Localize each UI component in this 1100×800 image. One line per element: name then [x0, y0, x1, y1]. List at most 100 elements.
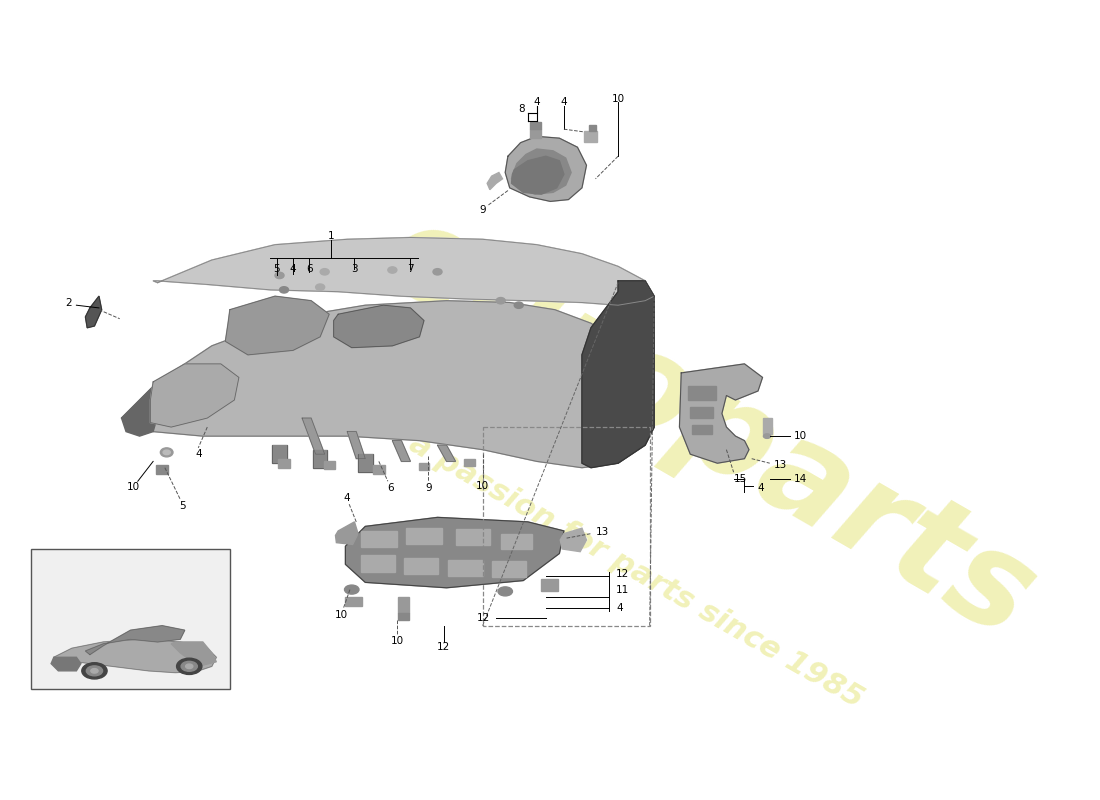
Bar [156, 465, 168, 474]
Ellipse shape [91, 669, 98, 673]
Text: 5: 5 [274, 264, 280, 274]
Bar [500, 534, 532, 549]
Text: 12: 12 [476, 614, 490, 623]
Text: 3: 3 [351, 264, 358, 274]
Text: 1: 1 [328, 230, 334, 241]
Text: 4: 4 [289, 264, 296, 274]
Bar [31, 549, 230, 689]
Ellipse shape [186, 664, 192, 669]
Bar [584, 131, 597, 142]
Text: 10: 10 [612, 94, 625, 104]
Ellipse shape [763, 434, 771, 438]
Bar [361, 555, 395, 571]
Bar [692, 426, 712, 434]
Ellipse shape [275, 272, 284, 278]
Bar [273, 445, 287, 463]
Text: 13: 13 [773, 460, 786, 470]
Ellipse shape [81, 662, 107, 679]
Text: 4: 4 [534, 97, 540, 107]
Ellipse shape [320, 269, 329, 275]
Polygon shape [151, 364, 239, 427]
Text: 10: 10 [126, 482, 140, 492]
Text: 6: 6 [387, 482, 394, 493]
Ellipse shape [514, 302, 524, 308]
Text: 4: 4 [195, 449, 201, 459]
Polygon shape [333, 306, 424, 348]
Text: 8: 8 [518, 104, 525, 114]
Ellipse shape [344, 585, 359, 594]
Polygon shape [153, 238, 654, 306]
Text: 10: 10 [336, 610, 349, 620]
Bar [398, 613, 408, 620]
Polygon shape [336, 522, 359, 545]
Text: 5: 5 [178, 501, 185, 510]
Text: 4: 4 [757, 483, 763, 494]
Ellipse shape [496, 298, 505, 304]
Bar [398, 597, 408, 613]
Text: 12: 12 [616, 570, 629, 579]
Ellipse shape [433, 269, 442, 275]
Text: 4: 4 [616, 602, 623, 613]
Polygon shape [438, 445, 455, 462]
Text: 7: 7 [407, 264, 414, 274]
Polygon shape [172, 642, 217, 666]
Bar [492, 561, 526, 577]
Polygon shape [86, 626, 185, 654]
Ellipse shape [177, 658, 202, 674]
Bar [464, 458, 474, 466]
Polygon shape [302, 418, 324, 454]
Bar [359, 454, 373, 472]
Ellipse shape [182, 662, 197, 671]
Bar [541, 578, 558, 591]
Text: 10: 10 [390, 636, 404, 646]
Bar [590, 125, 596, 131]
Ellipse shape [86, 666, 102, 676]
Polygon shape [560, 528, 586, 552]
Bar [530, 122, 541, 129]
Ellipse shape [161, 448, 173, 457]
Bar [361, 531, 397, 547]
Bar [419, 463, 429, 470]
Ellipse shape [316, 284, 324, 290]
Bar [691, 407, 713, 418]
Text: 11: 11 [616, 585, 629, 594]
Text: 9: 9 [426, 482, 432, 493]
Text: a passion for parts since 1985: a passion for parts since 1985 [404, 429, 868, 714]
Ellipse shape [388, 267, 397, 273]
Polygon shape [54, 639, 217, 673]
Text: 13: 13 [595, 527, 608, 537]
Text: 15: 15 [734, 474, 747, 483]
Text: 4: 4 [561, 97, 568, 107]
Bar [449, 560, 483, 576]
Text: 6: 6 [306, 264, 312, 274]
Bar [404, 558, 439, 574]
Bar [373, 465, 385, 474]
Polygon shape [121, 382, 162, 436]
Text: 12: 12 [437, 642, 451, 652]
Ellipse shape [279, 286, 288, 293]
Polygon shape [51, 658, 81, 671]
Polygon shape [86, 296, 101, 328]
Polygon shape [487, 173, 503, 190]
Text: 4: 4 [344, 493, 351, 502]
Bar [406, 528, 442, 545]
Bar [455, 529, 490, 546]
Bar [277, 458, 290, 468]
Polygon shape [505, 136, 586, 202]
Text: 10: 10 [794, 431, 807, 441]
Polygon shape [226, 296, 329, 355]
Bar [762, 418, 771, 434]
Polygon shape [345, 518, 564, 588]
Polygon shape [512, 149, 571, 194]
Ellipse shape [163, 450, 170, 454]
Text: 9: 9 [480, 206, 486, 215]
Bar [689, 386, 716, 400]
Bar [312, 450, 328, 468]
Polygon shape [512, 156, 564, 194]
Bar [530, 129, 541, 138]
Text: 14: 14 [794, 474, 807, 483]
Polygon shape [348, 431, 365, 458]
Text: 2: 2 [65, 298, 72, 309]
Text: 10: 10 [476, 481, 490, 490]
Polygon shape [680, 364, 762, 463]
